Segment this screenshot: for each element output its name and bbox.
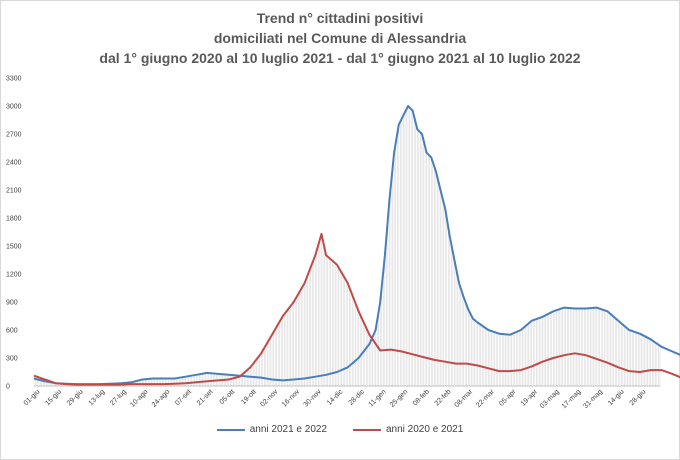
y-tick-label: 1500 xyxy=(6,244,22,251)
x-tick-label: 02-nov xyxy=(259,388,279,408)
x-tick-label: 31-mag xyxy=(582,388,604,410)
x-tick-label: 22-feb xyxy=(434,388,453,407)
y-tick-label: 600 xyxy=(6,328,18,335)
y-tick-label: 0 xyxy=(6,384,10,391)
x-tick-label: 08-feb xyxy=(412,388,431,407)
chart-title: Trend n° cittadini positivi domiciliati … xyxy=(0,8,680,68)
x-tick-label: 13-lug xyxy=(88,388,107,407)
legend-label-series-2: anni 2020 e 2021 xyxy=(386,424,464,435)
legend-item-series-2: anni 2020 e 2021 xyxy=(353,424,463,435)
y-tick-label: 1800 xyxy=(6,216,22,223)
x-tick-label: 16-nov xyxy=(281,388,301,408)
x-tick-label: 28-giu xyxy=(629,388,648,407)
axis-layer: 0 300 600 900 1200 1500 1800 2100 2400 2700 3000 33… xyxy=(6,76,660,410)
x-tick-label: 15-giu xyxy=(44,388,63,407)
y-tick-label: 1200 xyxy=(6,272,22,279)
x-tick-label: 17-mag xyxy=(561,388,583,410)
x-tick-label: 05-ott xyxy=(219,388,237,406)
x-tick-label: 01-giu xyxy=(23,388,42,407)
x-tick-label: 25-gen xyxy=(389,388,409,408)
chart-title-line-3: dal 1° giugno 2020 al 10 luglio 2021 - d… xyxy=(99,50,581,66)
x-tick-label: 22-mar xyxy=(475,388,496,409)
series-line-2 xyxy=(33,232,680,386)
x-tick-label: 19-apr xyxy=(520,388,540,408)
x-tick-label: 08-mar xyxy=(454,388,475,409)
x-tick-label: 05-apr xyxy=(498,388,518,408)
legend-item-series-1: anni 2021 e 2022 xyxy=(216,424,327,435)
x-tick-label: 21-set xyxy=(196,388,215,407)
x-tick-label: 10-ago xyxy=(129,388,149,408)
x-tick-label: 30-nov xyxy=(303,388,323,408)
y-tick-label: 900 xyxy=(6,300,18,307)
chart-title-line-2: domiciliati nel Comune di Alessandria xyxy=(213,30,467,46)
x-tick-label: 29-giu xyxy=(66,388,85,407)
x-tick-label: 03-mag xyxy=(539,388,561,410)
y-tick-label: 300 xyxy=(6,356,18,363)
series-fill-layer xyxy=(33,106,661,386)
series-layer xyxy=(33,105,680,386)
y-tick-label: 3300 xyxy=(6,76,22,83)
x-tick-label: 14-giu xyxy=(607,388,626,407)
x-tick-label: 24-ago xyxy=(151,388,171,408)
legend-swatch-series-1 xyxy=(216,428,245,431)
x-tick-label: 28-dic xyxy=(348,388,367,407)
x-tick-label: 07-set xyxy=(174,388,193,407)
x-tick-label: 14-dic xyxy=(326,388,345,407)
chart-legend: anni 2021 e 2022 anni 2020 e 2021 xyxy=(0,424,680,435)
y-tick-label: 2400 xyxy=(6,160,22,167)
y-tick-label: 2700 xyxy=(6,132,22,139)
y-tick-label: 3000 xyxy=(6,104,22,111)
legend-swatch-series-2 xyxy=(353,428,381,431)
legend-label-series-1: anni 2021 e 2022 xyxy=(249,424,327,435)
x-tick-label: 11-gen xyxy=(368,388,388,408)
x-tick-label: 19-ott xyxy=(240,388,258,406)
y-tick-label: 2100 xyxy=(6,188,22,195)
chart-title-line-1: Trend n° cittadini positivi xyxy=(256,10,424,26)
x-tick-label: 27-lug xyxy=(109,388,128,407)
series-line-1 xyxy=(33,105,680,386)
